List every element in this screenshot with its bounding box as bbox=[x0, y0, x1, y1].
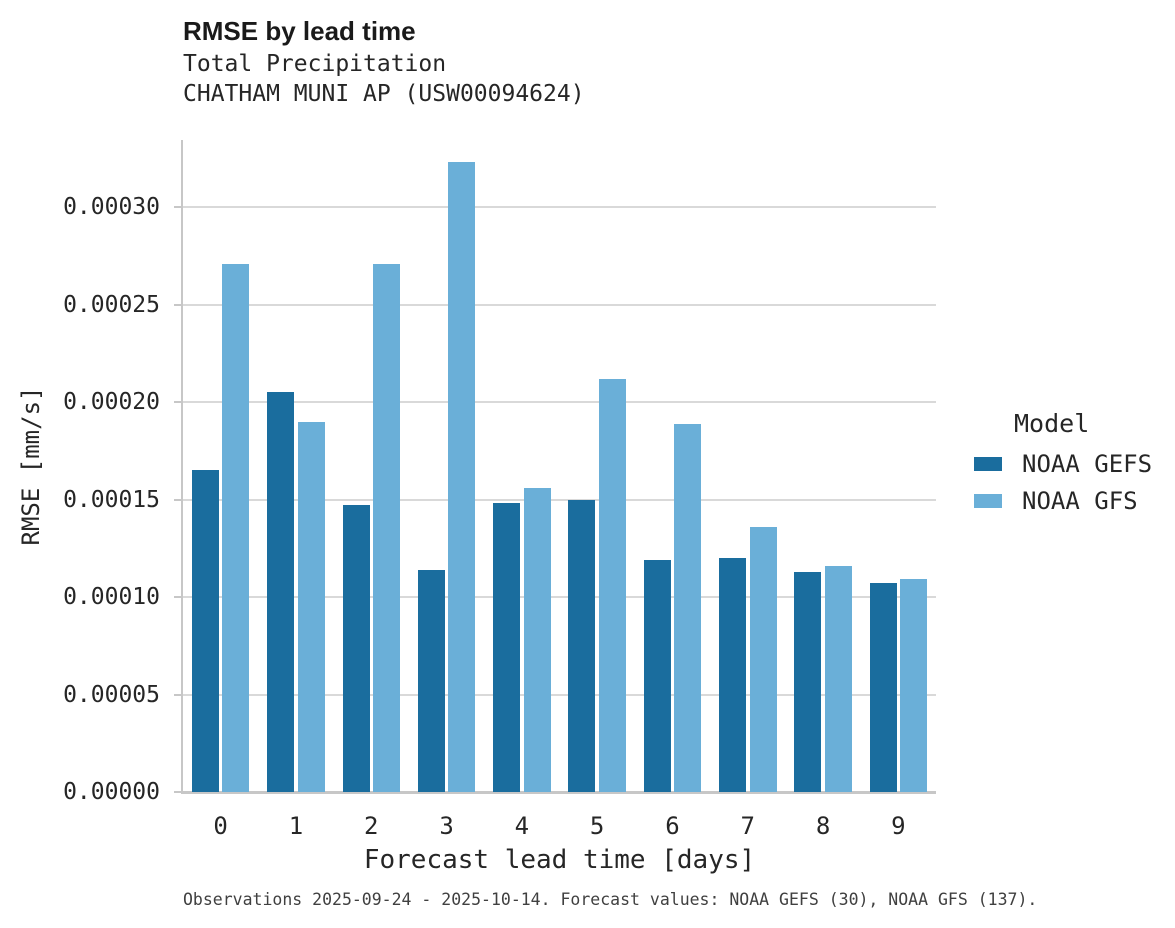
legend-swatch-noaa-gefs bbox=[974, 457, 1002, 471]
bar-noaa-gefs-day3 bbox=[417, 569, 445, 792]
bar-noaa-gfs-day5 bbox=[598, 378, 626, 792]
y-tick-label: 0.00005 bbox=[63, 681, 160, 708]
bar-noaa-gefs-day6 bbox=[643, 559, 671, 792]
chart-subtitle-variable: Total Precipitation bbox=[183, 51, 447, 77]
gridline bbox=[183, 303, 936, 306]
x-tick-label: 1 bbox=[288, 812, 304, 840]
y-axis-tick-labels: 0.00000 0.00005 0.00010 0.00015 0.00020 0.000… bbox=[0, 140, 160, 805]
y-tick-label: 0.00020 bbox=[63, 389, 160, 416]
y-tick-label: 0.00015 bbox=[63, 486, 160, 513]
x-tick-label: 6 bbox=[665, 812, 680, 840]
y-tick-mark bbox=[174, 401, 181, 404]
x-axis-line bbox=[181, 791, 936, 794]
bar-noaa-gfs-day1 bbox=[297, 421, 325, 792]
x-tick-label: 9 bbox=[891, 812, 906, 840]
bar-noaa-gefs-day9 bbox=[869, 583, 897, 792]
bar-noaa-gefs-day2 bbox=[342, 505, 370, 792]
legend-label: NOAA GFS bbox=[1022, 487, 1138, 515]
y-tick-mark bbox=[174, 498, 181, 501]
legend-swatch-noaa-gfs bbox=[974, 494, 1002, 508]
chart-subtitle-station: CHATHAM MUNI AP (USW00094624) bbox=[183, 81, 585, 107]
y-tick-mark bbox=[174, 303, 181, 306]
x-axis-tick-labels: 0 1 2 3 4 5 6 7 8 9 bbox=[183, 812, 936, 842]
y-tick-mark bbox=[174, 693, 181, 696]
x-tick-label: 2 bbox=[364, 812, 379, 840]
bar-noaa-gefs-day8 bbox=[794, 571, 822, 792]
gridline bbox=[183, 693, 936, 696]
gridline bbox=[183, 401, 936, 404]
x-tick-label: 8 bbox=[815, 812, 831, 840]
caption: Observations 2025-09-24 - 2025-10-14. Fo… bbox=[183, 890, 1038, 909]
x-tick-label: 4 bbox=[514, 812, 530, 840]
y-tick-label: 0.00010 bbox=[63, 584, 160, 611]
legend: Model NOAA GEFS NOAA GFS bbox=[974, 410, 1152, 526]
y-tick-label: 0.00030 bbox=[63, 194, 160, 221]
bar-noaa-gfs-day6 bbox=[674, 423, 702, 792]
gridline bbox=[183, 498, 936, 501]
legend-items: NOAA GEFS NOAA GFS bbox=[974, 450, 1153, 515]
x-tick-label: 3 bbox=[439, 812, 454, 840]
legend-title: Model bbox=[1014, 409, 1090, 438]
x-tick-label: 7 bbox=[740, 812, 755, 840]
bar-noaa-gfs-day7 bbox=[749, 526, 777, 792]
bar-noaa-gefs-day7 bbox=[719, 558, 746, 792]
bar-noaa-gfs-day8 bbox=[824, 565, 852, 792]
y-tick-mark bbox=[174, 791, 181, 793]
bar-noaa-gfs-day9 bbox=[900, 579, 928, 792]
bar-noaa-gfs-day0 bbox=[222, 263, 250, 792]
gridline bbox=[183, 596, 936, 599]
bar-noaa-gefs-day0 bbox=[191, 470, 219, 792]
gridline bbox=[183, 206, 936, 209]
bar-noaa-gefs-day1 bbox=[267, 392, 295, 792]
bar-noaa-gefs-day5 bbox=[568, 499, 596, 792]
bar-noaa-gfs-day2 bbox=[373, 263, 400, 792]
y-tick-label: 0.00025 bbox=[63, 291, 160, 318]
legend-item-noaa-gfs: NOAA GFS bbox=[974, 487, 1152, 515]
bar-noaa-gfs-day4 bbox=[523, 487, 551, 792]
x-tick-label: 5 bbox=[589, 812, 605, 840]
y-tick-label: 0.00000 bbox=[63, 779, 160, 805]
legend-label: NOAA GEFS bbox=[1022, 450, 1153, 478]
bar-noaa-gefs-day4 bbox=[493, 503, 521, 792]
chart-title: RMSE by lead time bbox=[183, 16, 416, 46]
y-tick-mark bbox=[174, 206, 181, 209]
x-tick-label: 0 bbox=[213, 812, 228, 840]
plot-area bbox=[183, 140, 936, 792]
y-axis-line bbox=[181, 140, 183, 794]
bar-noaa-gfs-day3 bbox=[448, 162, 476, 792]
legend-item-noaa-gefs: NOAA GEFS bbox=[974, 450, 1153, 478]
y-tick-mark bbox=[174, 596, 181, 599]
x-axis-title: Forecast lead time [days] bbox=[363, 845, 756, 875]
